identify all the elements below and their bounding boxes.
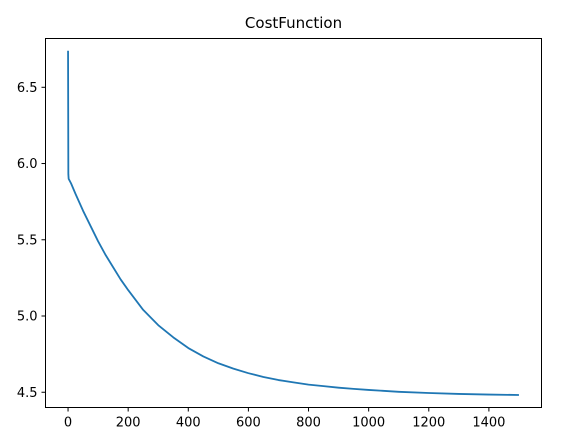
x-tick-label: 0 (64, 416, 72, 431)
x-tick-label: 1000 (352, 416, 385, 431)
y-tick-label: 4.5 (17, 386, 38, 401)
x-tick-label: 200 (116, 416, 141, 431)
x-tick-label: 1400 (472, 416, 505, 431)
x-tick-label: 1200 (412, 416, 445, 431)
y-tick-label: 5.5 (17, 233, 38, 248)
chart-title: CostFunction (245, 14, 342, 32)
y-tick-label: 6.5 (17, 81, 38, 96)
y-tick-label: 6.0 (17, 157, 38, 172)
y-axis: 4.5 5.0 5.5 6.0 6.5 (17, 81, 46, 401)
y-tick-label: 5.0 (17, 310, 38, 325)
x-tick-label: 600 (236, 416, 261, 431)
x-tick-label: 800 (296, 416, 321, 431)
series-line-0 (67, 50, 519, 396)
x-tick-label: 400 (176, 416, 201, 431)
axes-frame (45, 38, 542, 408)
plot-area (67, 50, 519, 396)
x-axis: 0 200 400 600 800 1000 1200 1400 (64, 407, 505, 431)
